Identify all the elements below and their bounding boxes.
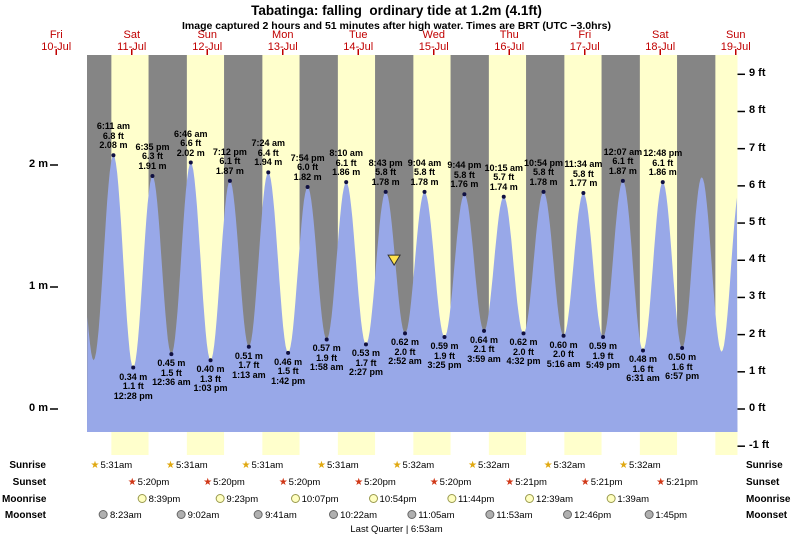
moon-phase-note: Last Quarter | 6:53am bbox=[350, 524, 443, 535]
high-tide-dot bbox=[501, 194, 506, 199]
low-tide-dot bbox=[403, 331, 408, 336]
low-tide-dot bbox=[641, 348, 646, 353]
high-tide-dot bbox=[660, 180, 665, 185]
high-tide-dot bbox=[422, 189, 427, 194]
low-tide-dot bbox=[601, 335, 606, 340]
page-title: Tabatinga: falling ordinary tide at 1.2m… bbox=[251, 3, 542, 18]
high-tide-dot bbox=[344, 180, 349, 185]
low-tide-dot bbox=[169, 352, 174, 357]
high-tide-dot bbox=[111, 153, 116, 158]
high-tide-dot bbox=[188, 160, 193, 165]
high-tide-dot bbox=[305, 184, 310, 189]
high-tide-dot bbox=[620, 178, 625, 183]
high-tide-dot bbox=[227, 178, 232, 183]
high-tide-dot bbox=[150, 173, 155, 178]
page-subtitle: Image captured 2 hours and 51 minutes af… bbox=[182, 20, 611, 32]
low-tide-dot bbox=[442, 335, 447, 340]
low-tide-dot bbox=[208, 358, 213, 363]
high-tide-dot bbox=[581, 191, 586, 196]
low-tide-dot bbox=[482, 328, 487, 333]
low-tide-dot bbox=[324, 337, 329, 342]
low-tide-dot bbox=[561, 333, 566, 338]
low-tide-dot bbox=[680, 346, 685, 350]
low-tide-dot bbox=[246, 344, 251, 349]
low-tide-dot bbox=[363, 342, 368, 347]
tide-curve bbox=[87, 155, 738, 432]
low-tide-dot bbox=[286, 350, 291, 355]
high-tide-dot bbox=[383, 189, 388, 194]
low-tide-dot bbox=[131, 365, 136, 370]
current-time-marker-icon bbox=[387, 254, 401, 267]
high-tide-dot bbox=[462, 192, 467, 197]
high-tide-dot bbox=[266, 170, 271, 175]
low-tide-dot bbox=[521, 331, 526, 336]
high-tide-dot bbox=[541, 189, 546, 194]
